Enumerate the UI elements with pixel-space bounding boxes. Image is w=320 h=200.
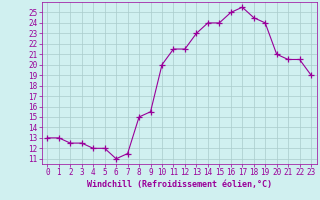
X-axis label: Windchill (Refroidissement éolien,°C): Windchill (Refroidissement éolien,°C) [87,180,272,189]
